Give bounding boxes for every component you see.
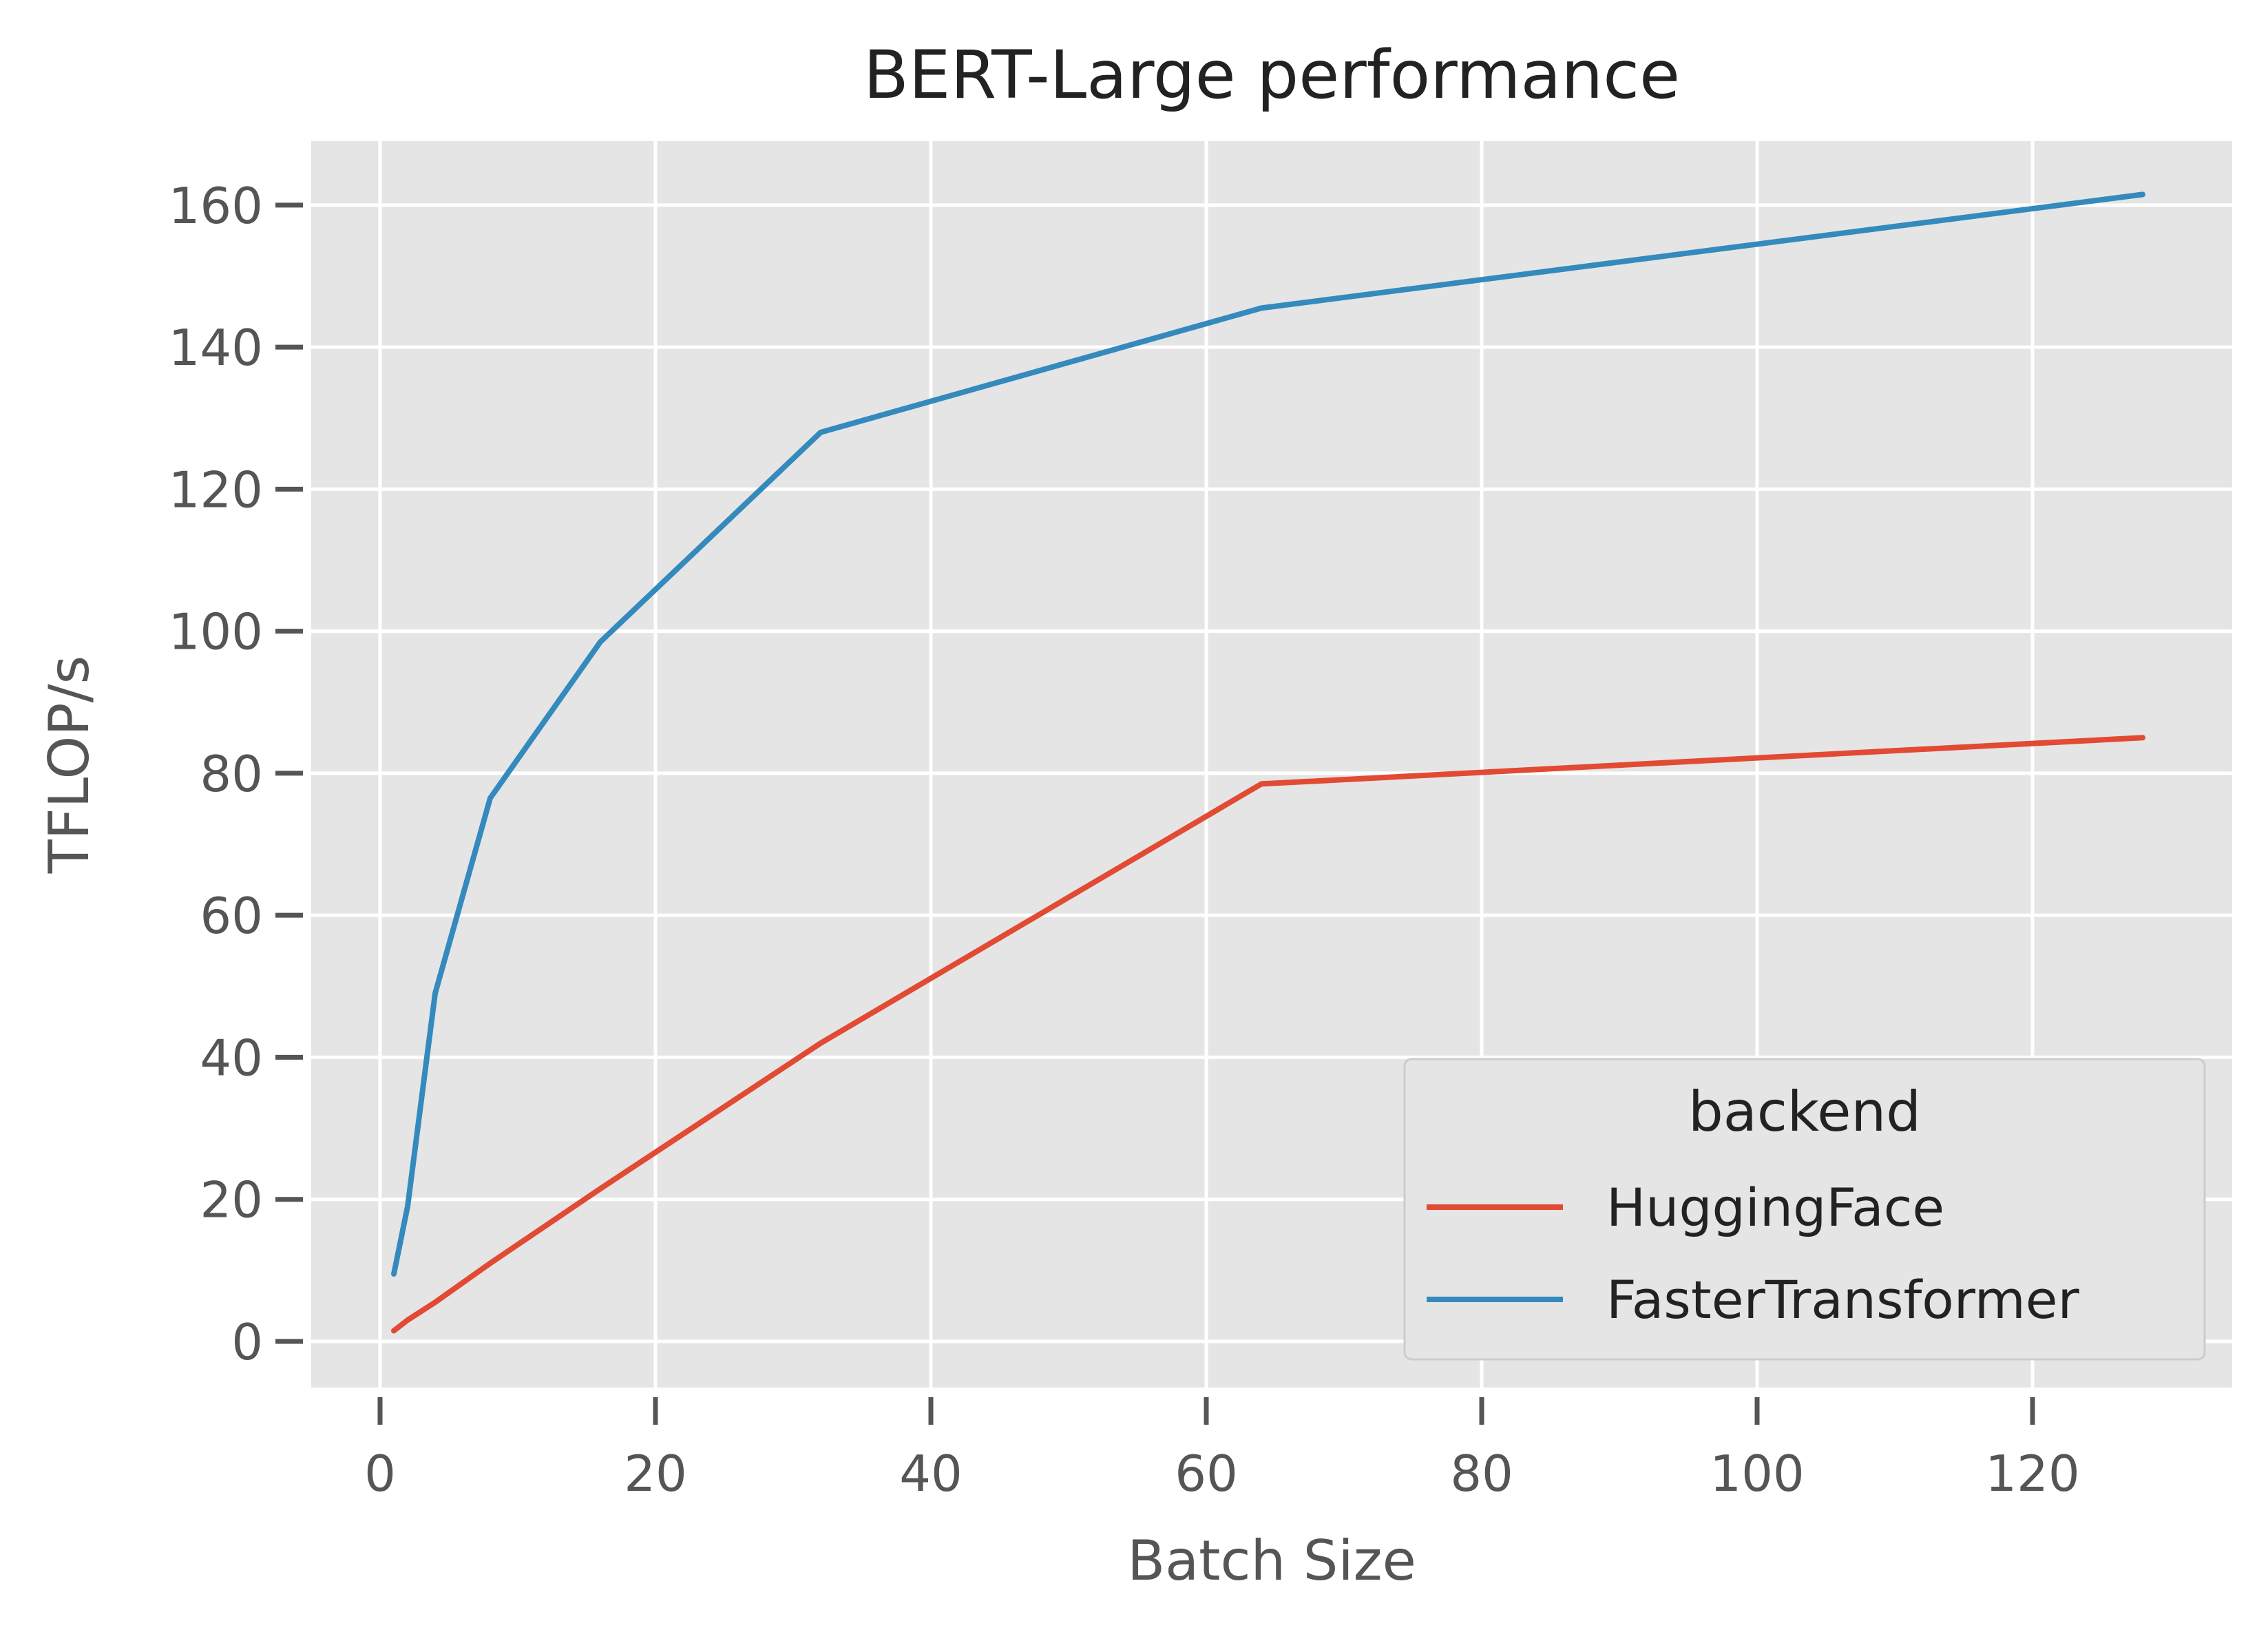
y-tick-label: 140 [169,319,263,377]
x-tick-label: 40 [899,1445,963,1503]
x-tick-label: 20 [624,1445,687,1503]
y-tick-label: 100 [169,603,263,661]
y-tick-label: 0 [231,1313,263,1371]
y-tick-label: 80 [200,745,263,803]
x-tick-label: 60 [1175,1445,1238,1503]
legend-label-huggingface: HuggingFace [1606,1177,1944,1238]
x-axis-label: Batch Size [1127,1529,1416,1593]
x-tick-label: 0 [364,1445,396,1503]
legend: backend HuggingFace FasterTransformer [1403,1058,2206,1361]
grid [311,141,2232,1388]
y-tick-label: 160 [169,177,263,235]
series-lines [391,191,2145,1334]
series-line-huggingface [391,735,2145,1334]
y-tick-label: 20 [200,1171,263,1229]
x-tick-label: 80 [1450,1445,1513,1503]
y-tick-label: 120 [169,461,263,519]
y-axis-label: TFLOP/s [37,656,101,874]
legend-label-fastertransformer: FasterTransformer [1606,1269,2080,1330]
y-tick-label: 60 [200,887,263,945]
x-tick-label: 100 [1710,1445,1804,1503]
chart-title: BERT-Large performance [863,36,1680,114]
y-tick-label: 40 [200,1029,263,1087]
series-line-fastertransformer [391,191,2145,1277]
legend-box [1403,1058,2206,1361]
legend-title: backend [1688,1080,1921,1144]
axis-ticks: 0 20 40 60 80 100 120 0 20 40 60 80 100 120 140 160 [169,177,2080,1503]
x-tick-label: 120 [1985,1445,2079,1503]
